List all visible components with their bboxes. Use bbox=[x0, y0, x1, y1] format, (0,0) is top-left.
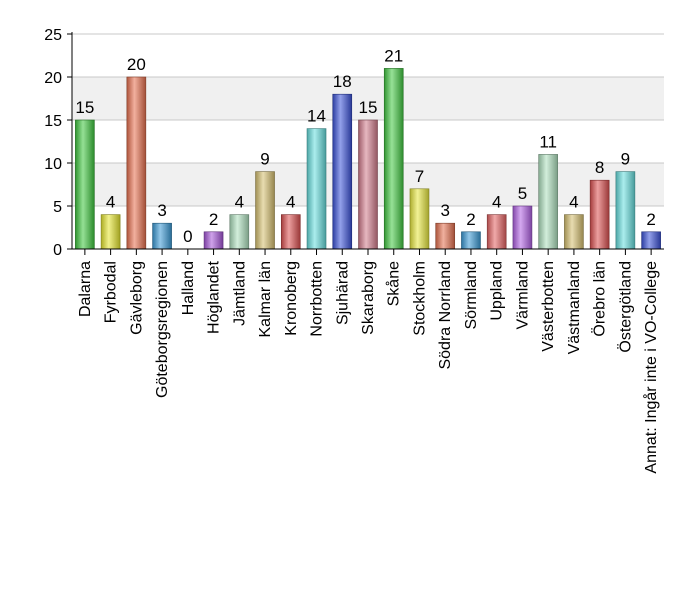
bar bbox=[152, 222, 172, 250]
x-tick-label: Västerbotten bbox=[540, 261, 557, 352]
bar bbox=[203, 231, 224, 250]
y-tick-label: 25 bbox=[44, 27, 62, 44]
y-tick-label: 15 bbox=[44, 113, 62, 130]
bar bbox=[126, 76, 147, 250]
bar bbox=[486, 214, 507, 250]
bar bbox=[589, 179, 610, 250]
x-tick-label: Annat: Ingår inte i VO-College bbox=[642, 261, 660, 474]
x-tick-label: Södra Norrland bbox=[437, 261, 454, 370]
x-tick-label: Östergötland bbox=[616, 261, 634, 353]
bar bbox=[512, 205, 533, 250]
x-tick-label: Kronoberg bbox=[283, 261, 300, 336]
y-tick-label: 0 bbox=[53, 242, 62, 259]
data-label: 20 bbox=[127, 55, 146, 74]
x-tick-label: Stockholm bbox=[411, 261, 428, 336]
x-tick-label: Halland bbox=[180, 261, 197, 315]
x-tick-label: Höglandet bbox=[206, 260, 223, 334]
x-tick-label: Sjuhärad bbox=[334, 261, 351, 325]
bars bbox=[75, 68, 661, 250]
data-label: 18 bbox=[333, 72, 352, 91]
bar bbox=[332, 93, 353, 250]
data-label: 2 bbox=[646, 210, 655, 229]
bar bbox=[409, 188, 430, 250]
bar bbox=[615, 171, 636, 250]
x-tick-label: Kalmar län bbox=[257, 261, 274, 337]
y-tick-label: 5 bbox=[53, 199, 62, 216]
y-tick-label: 20 bbox=[44, 70, 62, 87]
data-label: 2 bbox=[466, 210, 475, 229]
x-tick-label: Dalarna bbox=[77, 261, 94, 317]
data-label: 0 bbox=[183, 227, 192, 246]
x-tick-label: Göteborgsregionen bbox=[154, 261, 171, 398]
data-label: 3 bbox=[157, 201, 166, 220]
data-label: 11 bbox=[539, 132, 557, 151]
data-label: 4 bbox=[235, 193, 244, 212]
data-label: 2 bbox=[209, 210, 218, 229]
bar bbox=[255, 171, 275, 250]
bar bbox=[435, 222, 456, 250]
bar bbox=[358, 119, 378, 250]
data-label: 21 bbox=[384, 46, 403, 65]
x-tick-label: Skaraborg bbox=[360, 261, 377, 335]
data-label: 15 bbox=[75, 98, 94, 117]
data-label: 4 bbox=[569, 193, 578, 212]
bar bbox=[538, 154, 558, 250]
data-label: 4 bbox=[106, 193, 115, 212]
bar bbox=[461, 231, 481, 250]
bar bbox=[280, 214, 301, 250]
data-label: 5 bbox=[518, 184, 527, 203]
y-tick-label: 10 bbox=[44, 156, 62, 173]
data-label: 3 bbox=[440, 201, 449, 220]
data-label: 4 bbox=[492, 193, 501, 212]
bar bbox=[229, 214, 250, 250]
x-tick-label: Örebro län bbox=[591, 261, 609, 337]
data-label: 4 bbox=[286, 193, 295, 212]
x-tick-label: Skåne bbox=[385, 261, 403, 306]
x-tick-label: Norrbotten bbox=[309, 261, 326, 337]
x-tick-label: Jämtland bbox=[231, 261, 248, 326]
x-tick-label: Värmland bbox=[514, 261, 531, 329]
x-axis-ticks: Dalarna Fyrbodal Gävleborg Göteborgsregione… bbox=[77, 249, 660, 474]
data-label: 14 bbox=[307, 107, 326, 126]
data-label: 9 bbox=[621, 150, 630, 169]
data-label: 8 bbox=[595, 158, 604, 177]
y-axis-ticks: 0 5 10 15 20 25 bbox=[44, 27, 72, 259]
grid-band bbox=[72, 77, 664, 120]
x-tick-label: Gävleborg bbox=[128, 261, 145, 335]
data-label: 9 bbox=[260, 150, 269, 169]
data-label: 15 bbox=[359, 98, 378, 117]
data-label: 7 bbox=[415, 167, 424, 186]
x-tick-label: Uppland bbox=[489, 261, 506, 321]
bar bbox=[641, 231, 661, 250]
x-tick-label: Sörmland bbox=[463, 261, 480, 329]
bar bbox=[75, 119, 95, 250]
x-tick-label: Fyrbodal bbox=[103, 261, 120, 323]
bar bbox=[100, 214, 121, 250]
bar bbox=[306, 128, 327, 250]
bar bbox=[383, 68, 404, 250]
x-tick-label: Västmanland bbox=[566, 261, 583, 354]
bar bbox=[564, 214, 584, 250]
